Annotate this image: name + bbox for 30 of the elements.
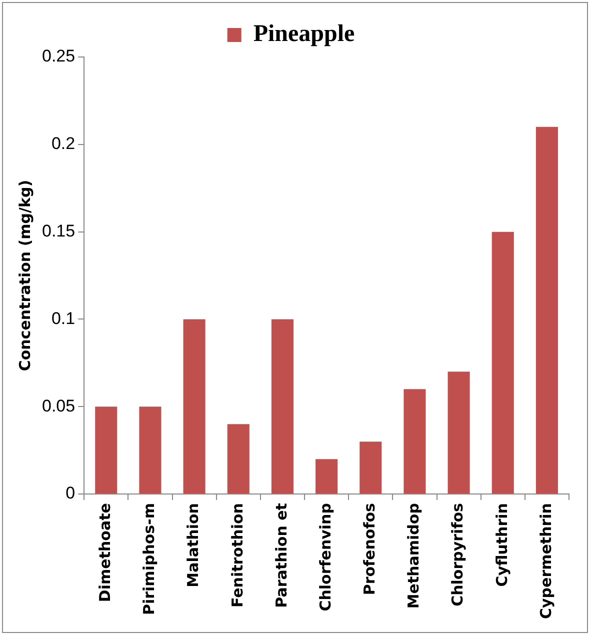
y-tick-label: 0.1 [51,308,76,328]
x-tick-label: Cypermethrin [536,503,555,620]
bar [404,389,426,494]
x-tick-label: Parathion et [272,503,290,608]
x-tick-label: Cyfluthrin [492,503,511,587]
y-tick-label: 0.05 [42,396,76,416]
x-tick-label: Fenitrothion [228,503,246,608]
x-tick-label: Chlorfenvinp [316,502,334,612]
legend-label: Pineapple [253,21,356,48]
x-tick-label: Profenofos [360,502,379,596]
x-tick-label: Methamidop [404,502,423,609]
bar [139,406,162,494]
x-tick-label: Pirimiphos-m [140,503,158,615]
bar [448,372,470,494]
y-axis-title: Concentration (mg/kg) [16,180,34,372]
bar [316,459,338,494]
y-tick-label: 0.25 [42,46,76,66]
bar [227,424,250,494]
y-tick-label: 0.15 [42,222,76,240]
bar [95,406,118,494]
y-tick-label: 0.2 [51,134,76,154]
bar [360,442,382,494]
bar [536,126,558,494]
bar [271,319,294,494]
x-tick-label: Malathion [184,503,202,588]
bar [492,232,514,494]
bar [183,319,206,494]
y-tick-label: 0 [66,484,76,503]
x-tick-label: Dimethoate [96,503,114,602]
x-tick-label: Chlorpyrifos [448,502,467,606]
